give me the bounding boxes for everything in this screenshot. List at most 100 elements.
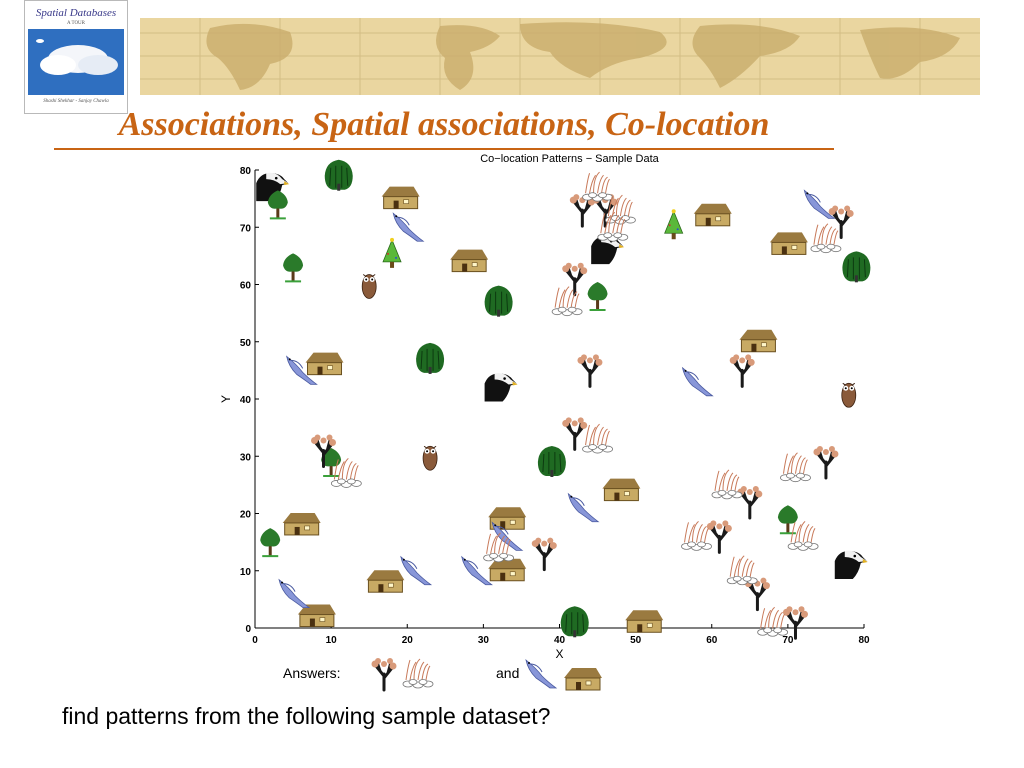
green-tree-point xyxy=(260,528,281,558)
bird-point xyxy=(392,212,425,242)
grass-point xyxy=(726,555,758,586)
house-point xyxy=(381,186,420,210)
x-tick-label: 60 xyxy=(706,635,718,646)
grass-point xyxy=(551,286,583,317)
tree-point xyxy=(828,205,854,240)
book-cover: Spatial Databases A TOUR Shashi Shekhar … xyxy=(24,0,128,114)
tree-point xyxy=(531,537,557,572)
answer-house-icon xyxy=(564,662,604,703)
pine-point xyxy=(382,237,402,268)
y-tick-label: 80 xyxy=(240,166,252,177)
grass-point xyxy=(757,606,789,637)
title-underline xyxy=(54,148,834,150)
grass-point xyxy=(330,458,362,488)
bird-point xyxy=(681,366,714,397)
bird-point xyxy=(567,492,600,523)
willow-point xyxy=(324,159,353,191)
x-tick-label: 30 xyxy=(478,635,490,646)
eagle-point xyxy=(834,550,868,580)
grass-point xyxy=(582,171,613,202)
y-tick-label: 60 xyxy=(240,281,252,292)
tree-point xyxy=(729,354,755,388)
world-map-icon xyxy=(140,18,980,95)
answer-tree-icon xyxy=(366,656,406,697)
eagle-point xyxy=(484,373,518,402)
house-point xyxy=(602,478,641,502)
willow-point xyxy=(560,606,589,638)
tree-point xyxy=(813,445,839,480)
house-point xyxy=(450,249,489,273)
answer-bird-icon xyxy=(522,656,562,697)
house-point xyxy=(739,329,778,353)
x-tick-label: 0 xyxy=(252,635,258,646)
y-axis-label: Y xyxy=(219,395,233,403)
bird-point xyxy=(400,555,433,586)
cloud-sky-icon xyxy=(28,29,124,95)
y-tick-label: 30 xyxy=(240,452,252,463)
willow-point xyxy=(842,251,871,283)
house-point xyxy=(625,610,664,633)
grass-point xyxy=(711,469,743,500)
x-axis-label: X xyxy=(555,647,563,661)
grass-point xyxy=(597,211,629,242)
willow-point xyxy=(484,285,513,317)
house-point xyxy=(282,512,321,536)
y-tick-label: 20 xyxy=(240,510,252,521)
answers-joiner: and xyxy=(496,665,520,681)
x-tick-label: 20 xyxy=(402,635,414,646)
house-point xyxy=(769,232,808,255)
grass-point xyxy=(681,521,712,551)
grass-point xyxy=(810,223,842,254)
x-tick-label: 50 xyxy=(630,635,642,646)
willow-point xyxy=(416,342,445,374)
willow-point xyxy=(537,445,566,477)
tree-point xyxy=(706,520,732,554)
owl-point xyxy=(422,445,438,471)
y-tick-label: 40 xyxy=(240,395,252,406)
x-tick-label: 70 xyxy=(782,635,794,646)
y-tick-label: 70 xyxy=(240,223,252,234)
house-point xyxy=(488,558,527,582)
grass-point xyxy=(787,521,819,551)
house-point xyxy=(366,570,405,593)
x-tick-label: 40 xyxy=(554,635,566,646)
green-tree-point xyxy=(267,190,288,220)
book-subtitle: A TOUR xyxy=(66,21,85,26)
bird-point xyxy=(803,189,836,219)
green-tree-point xyxy=(587,281,608,311)
tree-point xyxy=(562,262,588,297)
owl-point xyxy=(361,274,377,299)
y-tick-label: 0 xyxy=(245,624,251,635)
grass-point xyxy=(582,423,613,454)
green-tree-point xyxy=(283,253,304,283)
bird-point xyxy=(286,355,318,385)
page-title: Associations, Spatial associations, Co-l… xyxy=(118,106,770,143)
bird-point xyxy=(461,555,493,586)
tree-point xyxy=(562,417,588,451)
question-text: find patterns from the following sample … xyxy=(62,703,551,729)
tree-point xyxy=(782,606,808,640)
y-tick-label: 10 xyxy=(240,567,252,578)
tree-point xyxy=(577,354,603,388)
chart-title: Co−location Patterns − Sample Data xyxy=(480,153,659,165)
book-authors: Shashi Shekhar - Sanjay Chawla xyxy=(43,99,109,104)
pine-point xyxy=(664,209,684,240)
green-tree-point xyxy=(777,505,798,535)
owl-point xyxy=(841,382,857,408)
answers-label: Answers: xyxy=(283,665,341,681)
grass-point xyxy=(483,532,515,563)
world-map-banner xyxy=(140,18,980,95)
house-point xyxy=(305,352,344,376)
answer-grass-icon xyxy=(400,656,440,697)
x-tick-label: 80 xyxy=(858,635,870,646)
bird-point xyxy=(278,578,311,609)
tree-point xyxy=(737,486,763,520)
grass-point xyxy=(780,452,811,483)
book-title: Spatial Databases xyxy=(35,7,117,19)
tree-point xyxy=(311,434,337,469)
eagle-point xyxy=(256,172,290,202)
house-point xyxy=(693,203,732,227)
y-tick-label: 50 xyxy=(240,338,252,349)
x-tick-label: 10 xyxy=(326,635,338,646)
